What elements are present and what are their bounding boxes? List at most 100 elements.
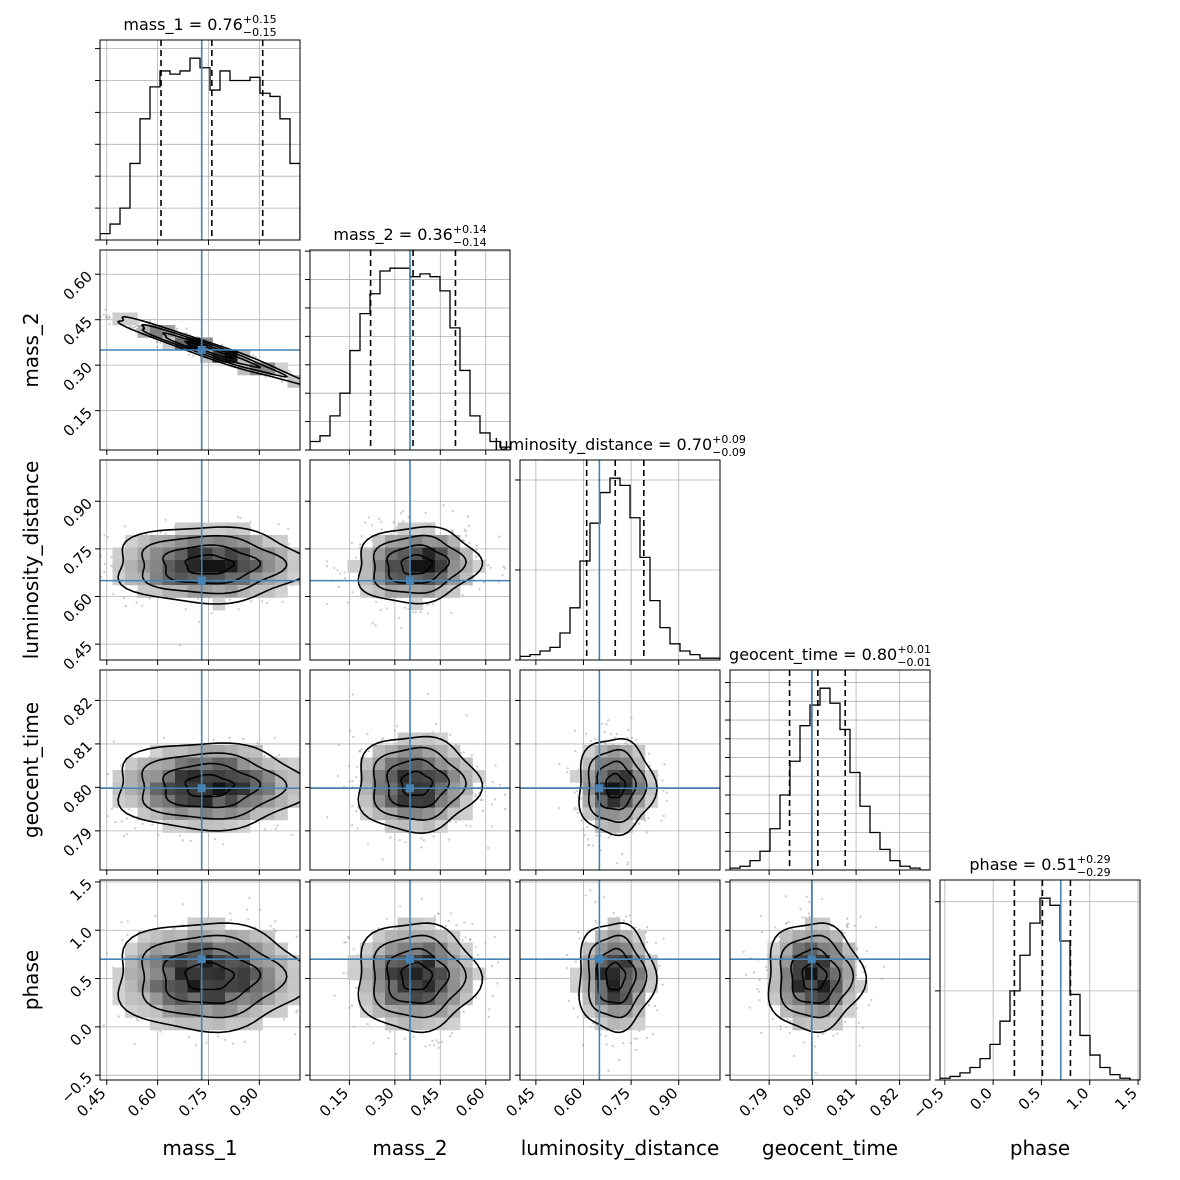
y-tick-label: 0.15 (60, 404, 96, 440)
sample-point (243, 1040, 246, 1043)
sample-point (622, 919, 626, 922)
density-cell (287, 980, 300, 993)
sample-point (501, 573, 504, 577)
density-cell (250, 1017, 263, 1031)
density-cell (187, 967, 201, 981)
contour-line (578, 922, 658, 1034)
density-cell (225, 522, 238, 536)
sample-point (646, 831, 649, 834)
sample-point (584, 894, 587, 897)
sample-point (351, 693, 355, 696)
sample-point (867, 1003, 870, 1007)
sample-point (589, 1025, 592, 1028)
sample-point (93, 305, 95, 307)
density-cell (200, 1005, 213, 1018)
sample-point (377, 927, 380, 930)
sample-point (857, 1021, 860, 1024)
density-cell (187, 770, 201, 783)
y-tick-label: 0.45 (60, 313, 96, 349)
sample-point (126, 933, 129, 936)
sample-point (295, 1011, 298, 1014)
density-cell (225, 980, 238, 993)
sample-point (197, 597, 200, 600)
truth-marker (197, 576, 206, 585)
sample-point (120, 921, 123, 924)
sample-point (645, 931, 648, 934)
sample-point (120, 820, 124, 823)
histogram-step (940, 897, 1140, 1080)
sample-point (599, 849, 603, 852)
sample-point (325, 564, 329, 568)
density-cell (225, 942, 238, 956)
truth-marker (595, 955, 604, 964)
sample-point (213, 838, 217, 841)
density-cell (200, 807, 213, 821)
sample-point (108, 323, 111, 326)
sample-point (575, 789, 579, 793)
density-cell (262, 942, 276, 956)
sample-point (607, 836, 610, 839)
sample-point (653, 1004, 657, 1007)
sample-point (228, 736, 231, 739)
density-cell (212, 572, 226, 586)
contour-line (162, 947, 262, 1005)
density-cell (150, 992, 163, 1006)
density-cell (212, 992, 226, 1006)
density-cell (212, 967, 226, 981)
density-cell (237, 757, 251, 771)
density-cell (347, 560, 361, 573)
sample-point (189, 839, 192, 843)
sample-point (451, 510, 454, 513)
sample-point (807, 912, 811, 915)
sample-point (407, 516, 410, 519)
density-cell (287, 795, 300, 808)
contour-line (587, 934, 648, 1019)
density-cell (372, 930, 386, 943)
sample-point (504, 807, 507, 811)
density-cell (372, 770, 386, 783)
sample-point (342, 971, 345, 975)
density-cell (125, 757, 138, 771)
density-cell (212, 807, 226, 821)
density-cell (360, 980, 373, 993)
sample-point (558, 807, 561, 810)
sample-point (604, 1034, 607, 1038)
sample-point (80, 820, 82, 822)
contour-line (184, 553, 236, 575)
density-cell (137, 547, 151, 561)
y-tick-label: 0.5 (66, 972, 96, 1002)
density-cell (422, 942, 436, 956)
sample-point (580, 797, 583, 800)
density-cell (410, 770, 423, 783)
sample-point (566, 953, 569, 957)
title-upper: +0.15 (243, 13, 277, 26)
sample-point (855, 1007, 858, 1010)
sample-point (261, 600, 264, 603)
sample-point (594, 919, 597, 922)
truth-marker (197, 955, 206, 964)
sample-point (454, 820, 458, 823)
density-cell (360, 807, 373, 821)
sample-point (665, 791, 668, 794)
sample-point (366, 842, 370, 845)
density-cell (162, 572, 176, 586)
sample-point (103, 570, 106, 573)
sample-point (487, 846, 490, 850)
density-cell (175, 547, 188, 561)
sample-point (179, 834, 182, 837)
density-cell (460, 770, 473, 783)
density-cell (632, 807, 646, 821)
sample-point (802, 1041, 805, 1044)
sample-point (300, 985, 302, 987)
density-cell (447, 560, 461, 573)
sample-point (68, 737, 70, 739)
sample-point (400, 627, 403, 630)
density-cell (385, 1017, 398, 1031)
density-cell (410, 980, 423, 993)
density-cell (620, 757, 633, 771)
sample-point (374, 600, 378, 603)
sample-point (68, 819, 70, 821)
y-tick-label: 0.0 (66, 1020, 96, 1050)
density-cell (262, 807, 276, 821)
sample-point (420, 846, 423, 849)
